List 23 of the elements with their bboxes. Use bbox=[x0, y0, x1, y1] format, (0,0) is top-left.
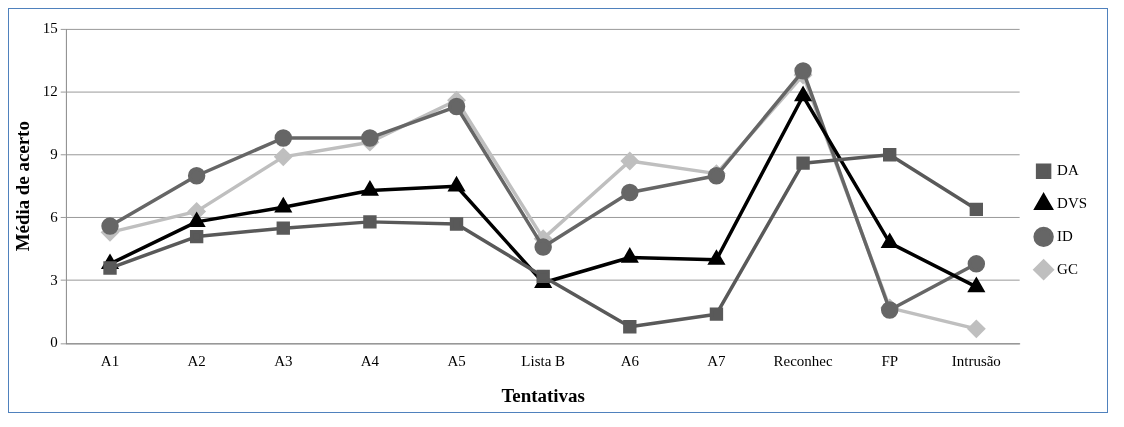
x-tick-label: Reconhec bbox=[773, 353, 833, 370]
x-tick-label: A2 bbox=[187, 353, 206, 370]
x-tick-label: A3 bbox=[274, 353, 293, 370]
x-tick-label: A7 bbox=[707, 353, 727, 370]
legend-label: ID bbox=[1057, 227, 1074, 244]
legend-label: DA bbox=[1057, 162, 1079, 179]
x-tick-label: A6 bbox=[620, 353, 640, 370]
y-axis-title: Média de acerto bbox=[12, 121, 34, 252]
x-tick-label: A4 bbox=[360, 353, 380, 370]
x-axis-title: Tentativas bbox=[501, 384, 585, 406]
x-tick-label: FP bbox=[881, 353, 899, 370]
legend-label: DVS bbox=[1057, 194, 1088, 211]
legend-label: GC bbox=[1057, 260, 1078, 277]
x-tick-label: Lista B bbox=[521, 353, 566, 370]
y-tick-label: 9 bbox=[50, 145, 58, 162]
x-tick-label: A1 bbox=[100, 353, 120, 370]
y-tick-label: 6 bbox=[50, 208, 59, 225]
y-tick-label: 12 bbox=[42, 82, 58, 99]
x-tick-label: Intrusão bbox=[951, 353, 1001, 370]
x-tick-label: A5 bbox=[447, 353, 466, 370]
y-tick-label: 15 bbox=[42, 19, 58, 36]
y-tick-label: 3 bbox=[50, 271, 58, 288]
y-tick-label: 0 bbox=[50, 334, 58, 351]
